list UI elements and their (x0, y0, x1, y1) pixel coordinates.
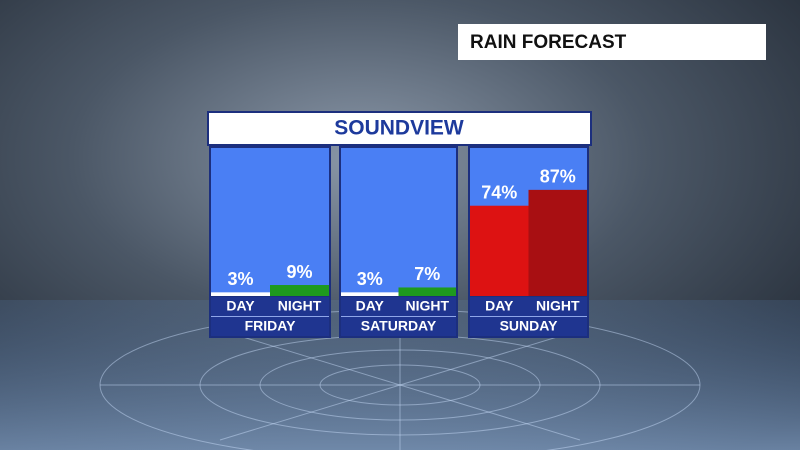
value-label: 9% (286, 262, 312, 282)
value-label: 3% (227, 269, 253, 289)
title-bar (207, 111, 592, 146)
category-row (341, 297, 456, 316)
group-row (470, 317, 587, 336)
group-label: SUNDAY (500, 318, 558, 334)
bar (470, 205, 529, 296)
value-label: 87% (540, 167, 576, 187)
bar (398, 287, 456, 296)
header-box (458, 24, 766, 60)
panel-plot (211, 148, 329, 296)
header-title: RAIN FORECAST (470, 32, 627, 53)
category-label: NIGHT (405, 298, 449, 314)
bar (528, 189, 587, 296)
value-label: 7% (414, 264, 440, 284)
group-label: SATURDAY (361, 318, 437, 334)
panel-plot (341, 148, 456, 296)
chart-title: SOUNDVIEW (334, 117, 464, 140)
category-row (211, 297, 329, 316)
group-label: FRIDAY (245, 318, 296, 334)
category-label: NIGHT (278, 298, 322, 314)
category-label: NIGHT (536, 298, 580, 314)
bar (270, 285, 329, 296)
category-row (470, 297, 587, 316)
group-row (211, 317, 329, 336)
value-label: 74% (481, 182, 517, 202)
value-label: 3% (357, 269, 383, 289)
bar (211, 292, 270, 296)
bar (341, 292, 399, 296)
category-label: DAY (356, 298, 385, 314)
group-row (341, 317, 456, 336)
category-label: DAY (226, 298, 255, 314)
category-label: DAY (485, 298, 514, 314)
panels: FRIDAY 3% DAY 9% NIGHT SATURDAY 3% DAY 7% NIGHT SU… (209, 146, 589, 338)
